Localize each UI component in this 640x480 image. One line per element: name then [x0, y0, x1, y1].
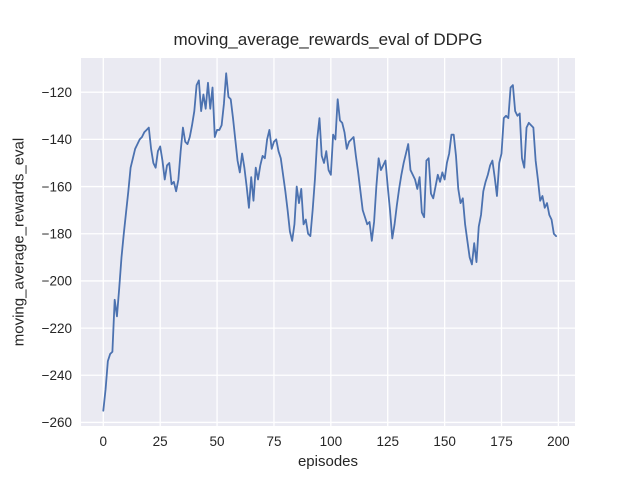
y-tick-label: −140 [42, 132, 72, 147]
y-tick-label: −220 [42, 321, 72, 336]
x-tick-label: 75 [266, 434, 281, 449]
chart-title: moving_average_rewards_eval of DDPG [173, 30, 483, 49]
x-tick-label: 175 [490, 434, 513, 449]
reward-line [102, 72, 558, 412]
x-tick-label: 150 [433, 434, 456, 449]
axes-background [81, 58, 575, 426]
x-tick-label: 100 [320, 434, 343, 449]
y-tick-label: −160 [42, 179, 72, 194]
y-tick-label: −120 [42, 85, 72, 100]
x-tick-label: 25 [153, 434, 168, 449]
x-tick-label: 0 [100, 434, 108, 449]
y-tick-label: −260 [42, 415, 72, 430]
y-tick-label: −240 [42, 368, 72, 383]
x-tick-label: 125 [376, 434, 399, 449]
x-axis-label: episodes [297, 453, 359, 470]
x-tick-label: 50 [210, 434, 225, 449]
y-tick-label: −180 [42, 226, 72, 241]
x-tick-label: 200 [547, 434, 570, 449]
y-tick-label: −200 [42, 274, 72, 289]
y-axis-label: moving_average_rewards_eval [10, 137, 28, 347]
